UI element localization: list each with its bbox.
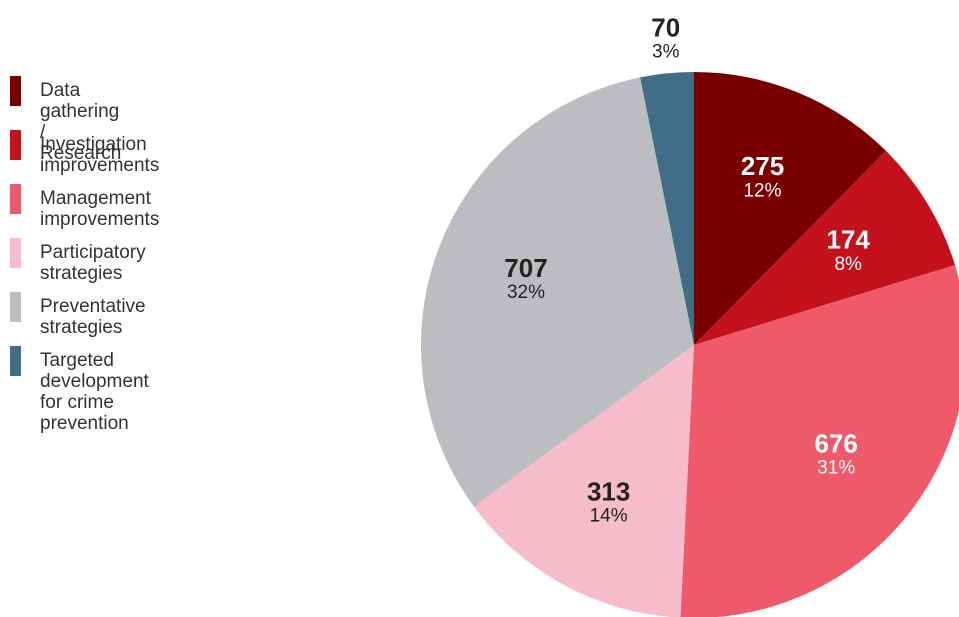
legend-swatch — [10, 130, 21, 160]
legend-label: Preventative strategies — [40, 296, 146, 338]
percent-label: 12% — [743, 180, 781, 201]
value-label: 70 — [651, 12, 680, 42]
legend-label: Data gathering / Research — [40, 80, 122, 164]
percent-label: 14% — [590, 506, 628, 527]
pie-slice — [694, 150, 956, 345]
legend-swatch — [10, 346, 21, 376]
legend-label: Management improvements — [40, 188, 160, 230]
pie-slice — [473, 345, 694, 617]
value-label: 275 — [741, 151, 784, 181]
value-label: 174 — [826, 225, 870, 255]
value-label: 676 — [814, 429, 857, 459]
value-label: 313 — [587, 477, 630, 507]
legend-swatch — [10, 184, 21, 214]
legend-swatch — [10, 76, 21, 106]
percent-label: 32% — [507, 282, 545, 303]
legend-swatch — [10, 292, 21, 322]
pie-slice — [694, 72, 887, 345]
percent-label: 3% — [652, 41, 680, 62]
value-label: 707 — [504, 253, 547, 283]
percent-label: 8% — [834, 254, 862, 275]
percent-label: 31% — [817, 458, 855, 479]
legend-label: Investigation improvements — [40, 134, 160, 176]
pie-slice — [640, 72, 694, 345]
pie-slice — [420, 77, 694, 507]
legend-label: Targeted development for crime preventio… — [40, 350, 149, 434]
legend-swatch — [10, 238, 21, 268]
legend-label: Participatory strategies — [40, 242, 146, 284]
pie-slice — [680, 265, 959, 617]
